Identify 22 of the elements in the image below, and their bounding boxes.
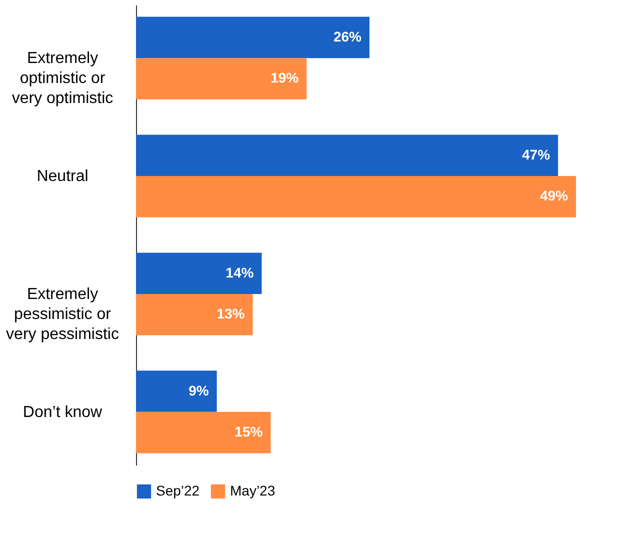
- data-label: 19%: [270, 70, 300, 86]
- bar: [136, 252, 262, 294]
- data-label: 47%: [522, 146, 551, 162]
- data-label: 15%: [234, 424, 264, 440]
- data-label: 9%: [188, 382, 210, 398]
- bar: [136, 134, 558, 176]
- data-label: 14%: [226, 264, 254, 280]
- bar: [136, 176, 576, 218]
- bar: [136, 294, 253, 336]
- bar: [136, 412, 271, 454]
- y-tick-label: Neutral: [36, 168, 88, 186]
- data-label: 49%: [540, 188, 569, 204]
- y-tick-label: Extremely pessimistic or very pessimistic: [6, 286, 119, 343]
- legend-label: May’23: [230, 482, 276, 498]
- y-tick-label: Don’t know: [22, 404, 103, 421]
- legend-label: Sep’22: [156, 482, 200, 498]
- data-label: 26%: [333, 28, 362, 44]
- bar: [136, 16, 370, 58]
- y-tick-label: Extremely optimistic or very optimistic: [12, 50, 114, 108]
- bar: [136, 370, 217, 412]
- bar: [136, 58, 307, 100]
- data-label: 13%: [216, 306, 246, 322]
